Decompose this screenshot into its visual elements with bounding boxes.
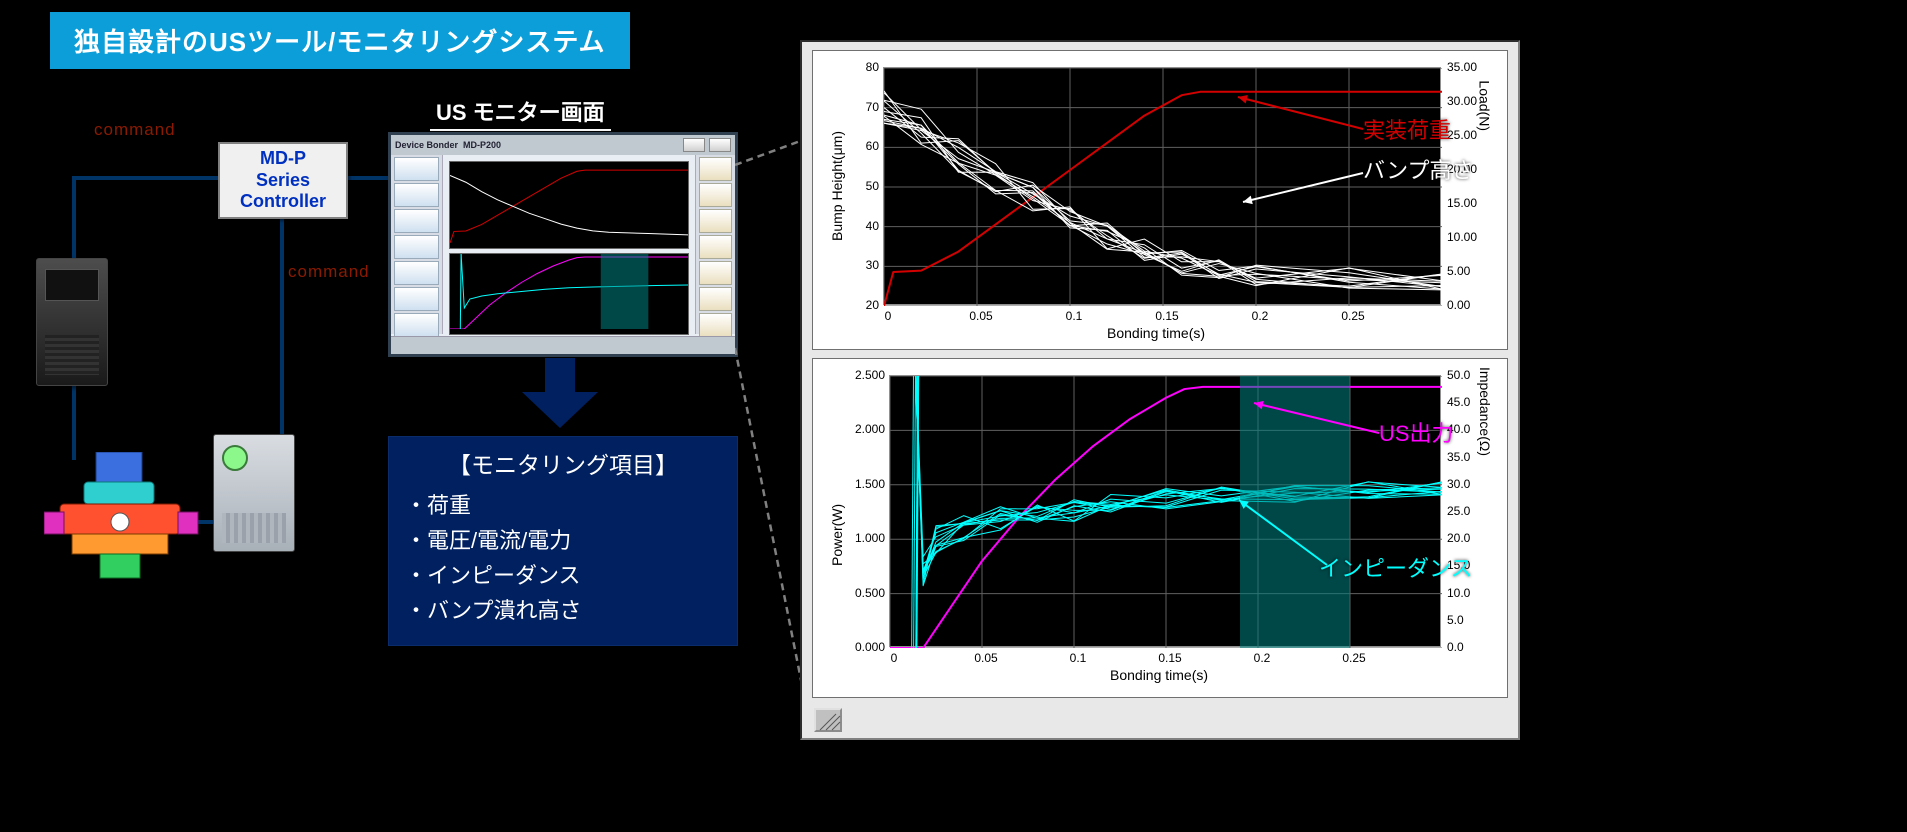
monitoring-item: ・電圧/電流/電力 — [405, 523, 721, 558]
y-right-tick: 30.00 — [1447, 94, 1477, 108]
y-right-label: Impedance(Ω) — [1477, 367, 1493, 456]
x-tick: 0.05 — [966, 651, 1006, 665]
y-left-tick: 2.500 — [840, 368, 885, 382]
x-tick: 0.15 — [1150, 651, 1190, 665]
monitoring-items-header: 【モニタリング項目】 — [405, 447, 721, 484]
y-right-tick: 30.0 — [1447, 477, 1470, 491]
monitor-label: US モニター画面 — [430, 95, 611, 131]
x-tick: 0 — [874, 651, 914, 665]
x-tick: 0 — [868, 309, 908, 323]
x-tick: 0.1 — [1058, 651, 1098, 665]
monitoring-item: ・インピーダンス — [405, 558, 721, 593]
y-left-tick: 1.000 — [840, 531, 885, 545]
x-tick: 0.15 — [1147, 309, 1187, 323]
y-left-label: Power(W) — [829, 504, 845, 566]
y-right-tick: 50.0 — [1447, 368, 1470, 382]
charts-panel: 203040506070800.005.0010.0015.0020.0025.… — [800, 40, 1520, 740]
controller-line1: MD-P — [224, 148, 342, 170]
y-right-tick: 45.0 — [1447, 395, 1470, 409]
monitoring-item: ・荷重 — [405, 488, 721, 523]
controller-box: MD-P Series Controller — [218, 142, 348, 219]
y-right-tick: 20.0 — [1447, 531, 1470, 545]
x-tick: 0.25 — [1333, 309, 1373, 323]
x-tick: 0.1 — [1054, 309, 1094, 323]
y-left-tick: 2.000 — [840, 422, 885, 436]
y-left-tick: 80 — [834, 60, 879, 74]
x-tick: 0.2 — [1240, 309, 1280, 323]
y-right-tick: 10.0 — [1447, 586, 1470, 600]
bump-height-load-chart: 203040506070800.005.0010.0015.0020.0025.… — [812, 50, 1508, 350]
monitoring-item: ・バンプ潰れ高さ — [405, 593, 721, 628]
x-tick: 0.05 — [961, 309, 1001, 323]
y-left-label: Bump Height(μm) — [829, 131, 845, 241]
y-right-tick: 5.0 — [1447, 613, 1464, 627]
y-left-tick: 70 — [834, 100, 879, 114]
y-right-tick: 35.0 — [1447, 450, 1470, 464]
us-monitor-screenshot: Device Bonder MD-P200 — [388, 132, 738, 357]
command-label-top: command — [94, 120, 176, 140]
x-tick: 0.25 — [1334, 651, 1374, 665]
resize-grip-icon — [814, 708, 842, 732]
y-right-tick: 5.00 — [1447, 264, 1470, 278]
power-impedance-chart: 0.0000.5001.0001.5002.0002.5000.05.010.0… — [812, 358, 1508, 698]
us-amplifier-image — [213, 434, 295, 552]
x-tick: 0.2 — [1242, 651, 1282, 665]
y-right-tick: 10.00 — [1447, 230, 1477, 244]
command-label-right: command — [288, 262, 370, 282]
servo-driver-image — [36, 258, 108, 386]
x-axis-label: Bonding time(s) — [1107, 325, 1205, 341]
y-left-tick: 0.500 — [840, 586, 885, 600]
bonding-head-image — [44, 452, 200, 584]
monitoring-items-box: 【モニタリング項目】 ・荷重・電圧/電流/電力・インピーダンス・バンプ潰れ高さ — [388, 436, 738, 646]
y-right-tick: 25.00 — [1447, 128, 1477, 142]
controller-line3: Controller — [224, 191, 342, 213]
y-right-label: Load(N) — [1477, 80, 1493, 131]
y-right-tick: 25.0 — [1447, 504, 1470, 518]
down-arrow — [520, 358, 600, 428]
annotation-pointer — [883, 67, 1441, 305]
y-right-tick: 0.00 — [1447, 298, 1470, 312]
annotation-pointer — [889, 375, 1441, 647]
main-title: 独自設計のUSツール/モニタリングシステム — [50, 12, 630, 69]
zoom-indicator — [735, 140, 805, 700]
controller-line2: Series — [224, 170, 342, 192]
y-right-tick: 0.0 — [1447, 640, 1464, 654]
y-right-tick: 15.00 — [1447, 196, 1477, 210]
y-left-tick: 30 — [834, 258, 879, 272]
x-axis-label: Bonding time(s) — [1110, 667, 1208, 683]
y-left-tick: 1.500 — [840, 477, 885, 491]
y-right-tick: 35.00 — [1447, 60, 1477, 74]
